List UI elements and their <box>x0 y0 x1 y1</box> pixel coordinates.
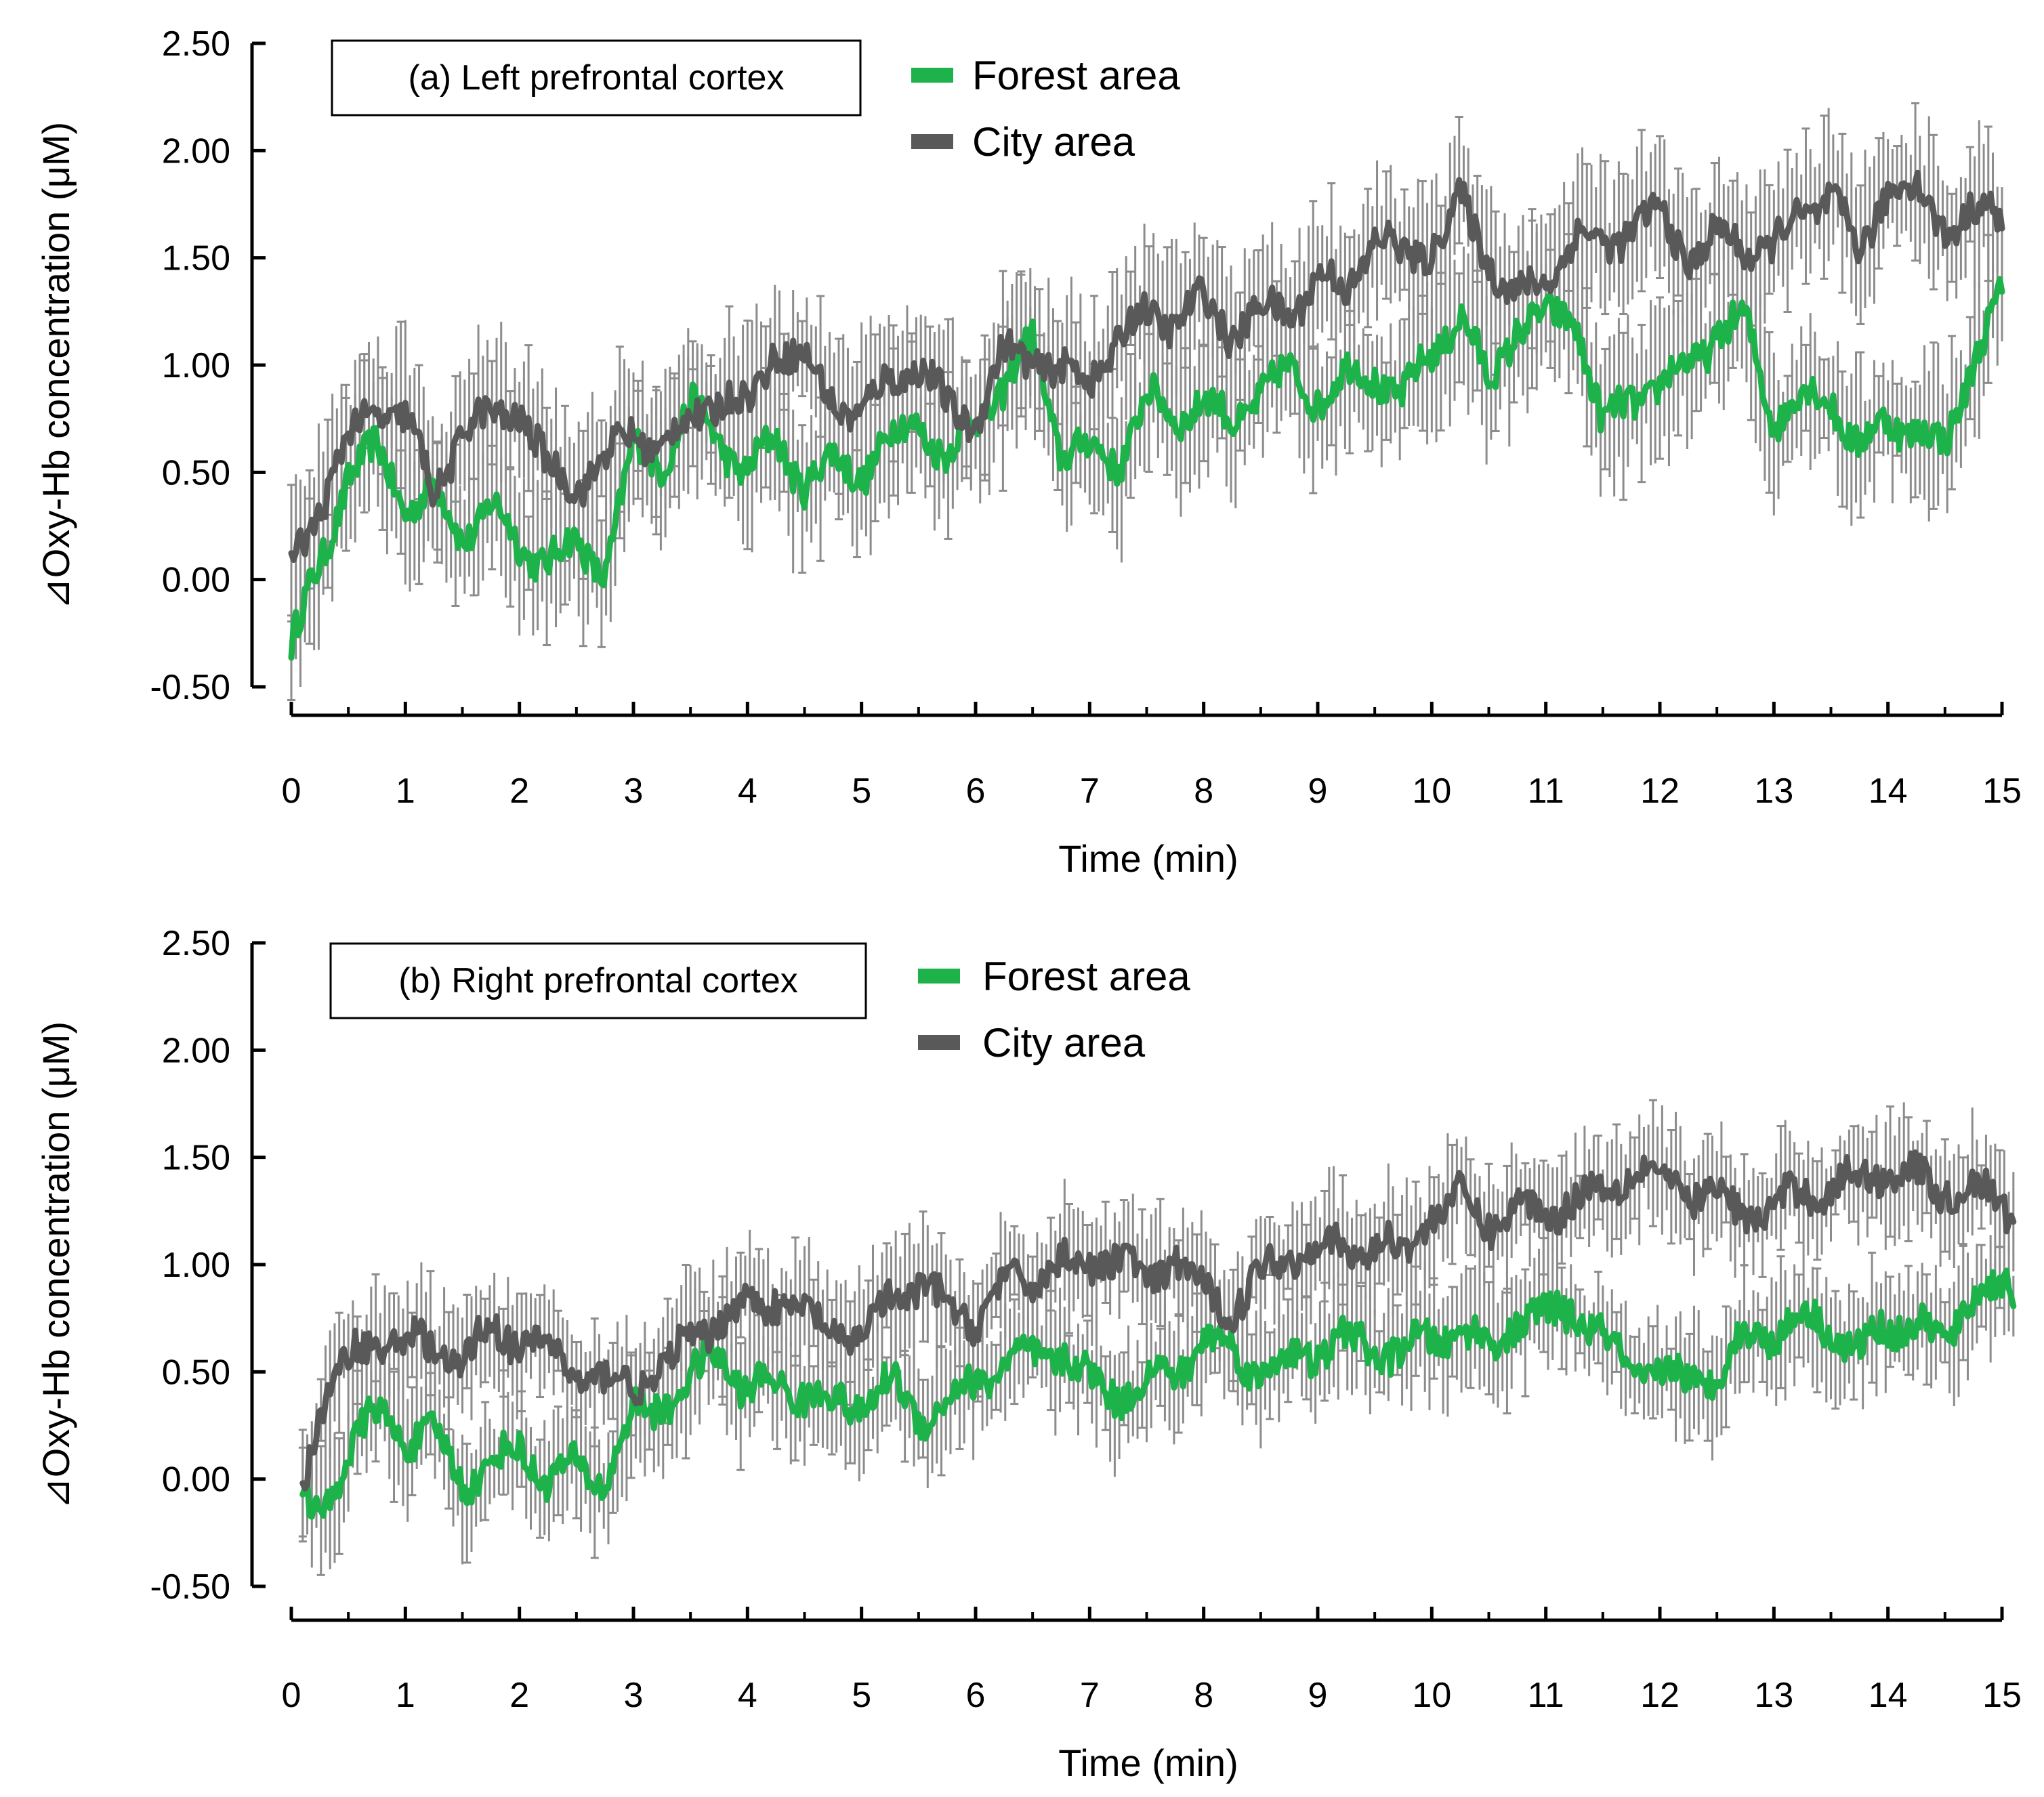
legend: Forest area City area <box>918 954 1190 1065</box>
x-tick-label: 0 <box>282 1676 301 1715</box>
legend-swatch-city <box>918 1035 960 1050</box>
x-tick-label: 8 <box>1194 771 1213 811</box>
y-axis-title: ⊿Oxy-Hb concentration (μM) <box>35 1021 77 1509</box>
x-tick-label: 4 <box>738 771 757 811</box>
x-tick-label: 0 <box>282 771 301 811</box>
x-tick-label: 2 <box>509 1676 529 1715</box>
x-tick-label: 3 <box>624 771 644 811</box>
x-tick-label: 15 <box>1982 771 2022 811</box>
x-tick-label: 3 <box>624 1676 644 1715</box>
series-line-forest-area <box>299 1267 2017 1520</box>
x-tick-label: 6 <box>966 1676 986 1715</box>
x-tick-label: 8 <box>1194 1676 1213 1715</box>
legend-swatch-forest <box>918 969 960 984</box>
x-tick-label: 6 <box>966 771 986 811</box>
series-line-city-area <box>299 1149 2017 1492</box>
x-tick-label: 4 <box>738 1676 757 1715</box>
y-tick-label: 1.50 <box>162 239 230 278</box>
x-tick-label: 13 <box>1754 771 1793 811</box>
legend-label-city: City area <box>982 1020 1146 1065</box>
y-tick-label: 1.00 <box>162 346 230 385</box>
x-tick-label: 9 <box>1308 1676 1328 1715</box>
x-tick-label: 5 <box>852 1676 871 1715</box>
x-axis-title: Time (min) <box>1058 1741 1238 1784</box>
x-tick-label: 12 <box>1640 1676 1680 1715</box>
panel-title: (a) Left prefrontal cortex <box>409 58 785 98</box>
y-tick-label: 0.00 <box>162 561 230 600</box>
y-tick-label: 1.50 <box>162 1139 230 1178</box>
series-line-city-area <box>288 169 2005 563</box>
x-tick-label: 9 <box>1308 771 1328 811</box>
x-axis-title: Time (min) <box>1058 837 1238 880</box>
panel-title: (b) Right prefrontal cortex <box>398 961 798 1000</box>
series-line-forest-area <box>288 276 2005 661</box>
legend-swatch-forest <box>911 68 953 83</box>
panel-right-prefrontal: -0.500.000.501.001.502.002.500 1 2 3 4 5 6 7 8 9 1… <box>35 924 2022 1784</box>
y-tick-label: 2.50 <box>162 24 230 64</box>
ticks-group: -0.500.000.501.001.502.002.500 1 2 3 4 5 6 7 8 9 1… <box>150 924 2021 1715</box>
x-tick-label: 1 <box>396 1676 415 1715</box>
series-lines-group <box>299 1149 2017 1520</box>
y-tick-label: -0.50 <box>150 1567 230 1607</box>
x-tick-label: 10 <box>1412 1676 1451 1715</box>
x-tick-label: 11 <box>1528 1676 1564 1715</box>
x-tick-label: 10 <box>1412 771 1451 811</box>
legend-label-forest: Forest area <box>972 53 1180 98</box>
legend-label-city: City area <box>972 119 1135 165</box>
x-tick-label: 7 <box>1080 771 1100 811</box>
y-tick-label: -0.50 <box>150 668 230 707</box>
x-tick-label: 7 <box>1080 1676 1100 1715</box>
x-tick-label: 13 <box>1754 1676 1793 1715</box>
x-tick-label: 5 <box>852 771 871 811</box>
x-tick-label: 11 <box>1528 771 1564 811</box>
x-tick-label: 15 <box>1982 1676 2022 1715</box>
x-tick-label: 2 <box>509 771 529 811</box>
y-tick-label: 2.50 <box>162 924 230 963</box>
legend-label-forest: Forest area <box>982 954 1190 999</box>
x-tick-label: 12 <box>1640 771 1680 811</box>
panel-title-box <box>329 942 867 1019</box>
y-axis-title: ⊿Oxy-Hb concentration (μM) <box>35 122 77 610</box>
legend-swatch-city <box>911 134 953 149</box>
panel-title-box <box>331 39 862 117</box>
y-tick-label: 0.50 <box>162 1353 230 1392</box>
y-tick-label: 0.50 <box>162 453 230 492</box>
legend: Forest area City area <box>911 53 1180 165</box>
y-tick-label: 2.00 <box>162 131 230 171</box>
y-tick-label: 0.00 <box>162 1460 230 1500</box>
y-tick-label: 1.00 <box>162 1246 230 1285</box>
x-tick-label: 14 <box>1869 1676 1908 1715</box>
panel-left-prefrontal: -0.500.000.501.001.502.002.500 1 2 3 4 5 6 7 8 9 1… <box>35 24 2022 880</box>
x-tick-label: 1 <box>396 771 415 811</box>
series-lines-group <box>288 169 2005 661</box>
y-tick-label: 2.00 <box>162 1031 230 1070</box>
x-tick-label: 14 <box>1869 771 1908 811</box>
ticks-group: -0.500.000.501.001.502.002.500 1 2 3 4 5 6 7 8 9 1… <box>150 24 2021 811</box>
